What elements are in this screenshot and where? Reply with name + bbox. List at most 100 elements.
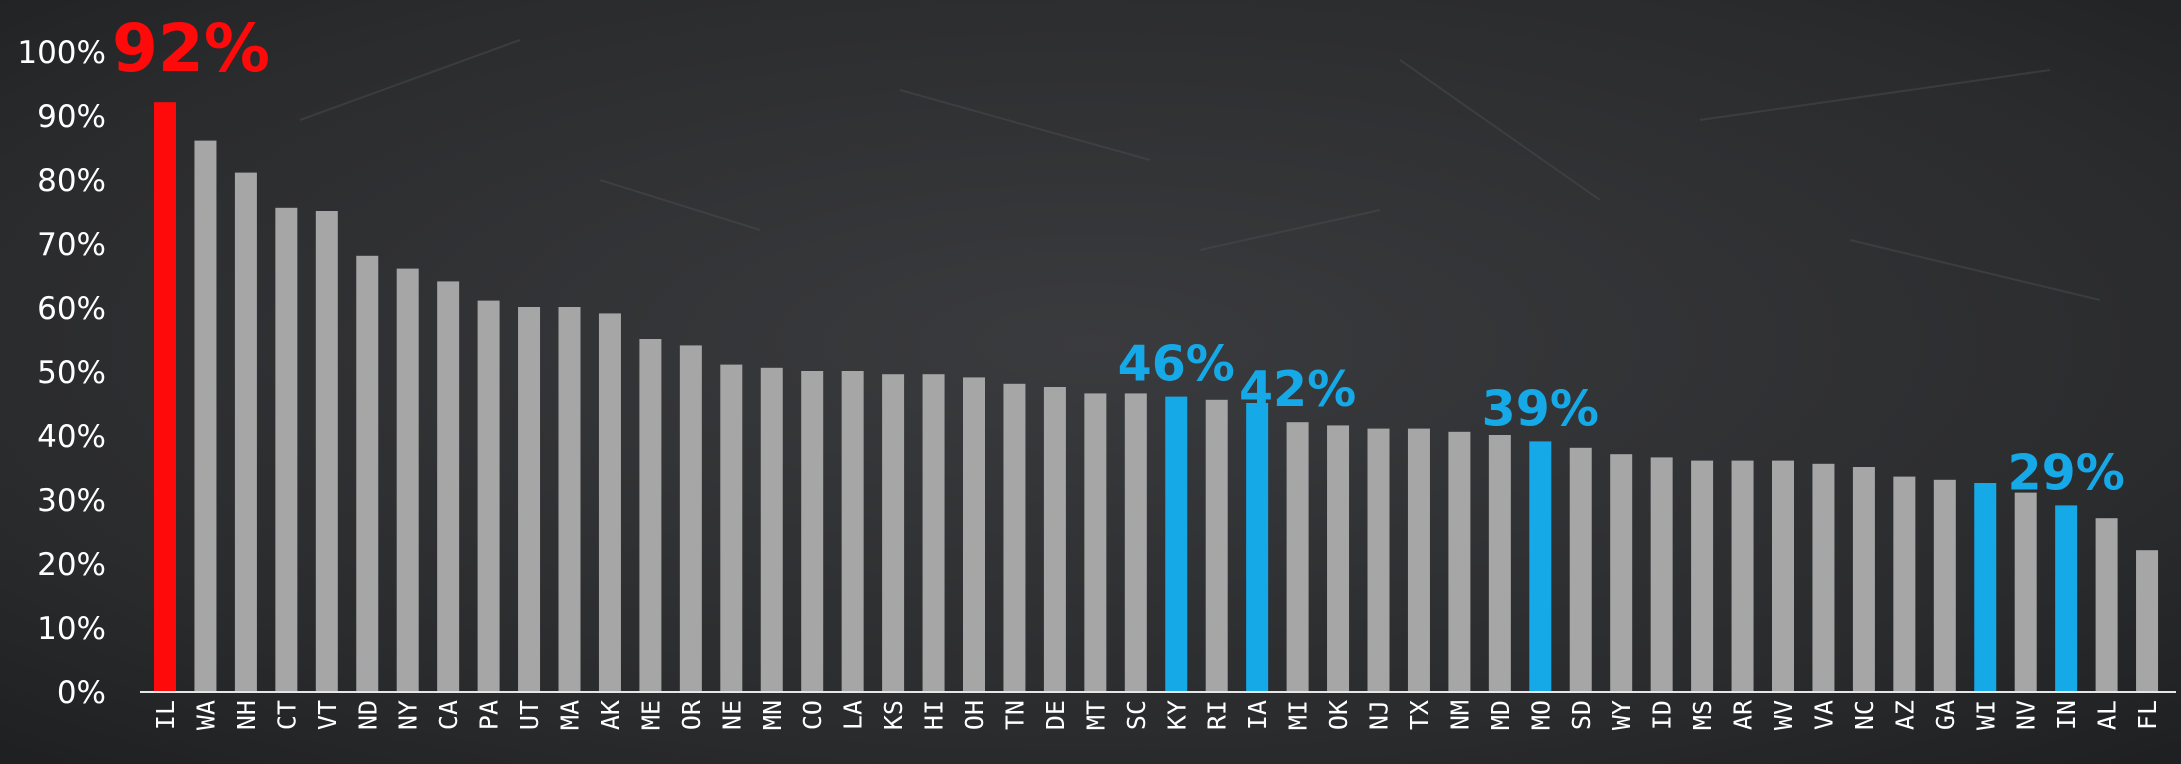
bar-md	[1488, 435, 1511, 691]
chalk-smudges	[299, 39, 2101, 301]
bar-ok	[1327, 425, 1350, 691]
bar-hi	[922, 374, 945, 691]
x-axis-ticks: IL WA NH CT VT ND NY CA PA UT MA AK ME OR NE MN CO LA KS HI…	[151, 699, 2162, 730]
x-tick-label: AR	[1729, 699, 1758, 730]
bar-nm	[1448, 431, 1471, 691]
x-tick-label: WI	[1971, 700, 2000, 730]
bar-nc	[1852, 467, 1875, 691]
bar-ne	[720, 364, 743, 691]
x-tick-label: UT	[515, 700, 544, 730]
x-tick-label: OK	[1324, 700, 1353, 730]
bars	[154, 102, 2159, 692]
x-tick-label: DE	[1041, 700, 1070, 730]
annotation-label: 92%	[112, 10, 270, 87]
x-tick-label: MD	[1486, 700, 1515, 730]
x-tick-label: HI	[920, 700, 949, 730]
bar-tx	[1407, 428, 1430, 691]
x-tick-label: PA	[475, 700, 504, 730]
bar-al	[2095, 518, 2118, 691]
x-tick-label: NY	[394, 700, 423, 730]
bar-mn	[760, 367, 783, 691]
x-tick-label: GA	[1931, 700, 1960, 730]
bar-mo	[1529, 441, 1552, 691]
bar-vt	[315, 211, 338, 691]
bar-la	[841, 371, 864, 691]
x-tick-label: RI	[1203, 700, 1232, 730]
y-tick-label: 70%	[37, 227, 106, 263]
y-tick-label: 80%	[37, 163, 106, 199]
bar-ks	[882, 374, 905, 691]
bar-wv	[1772, 460, 1794, 691]
bar-ar	[1731, 460, 1754, 691]
x-tick-label: NH	[232, 700, 261, 730]
bar-nd	[356, 255, 379, 692]
bar-co	[801, 371, 824, 691]
x-tick-label: IL	[151, 700, 180, 730]
x-tick-label: ID	[1648, 700, 1677, 730]
x-tick-label: IA	[1243, 700, 1272, 730]
bar-in	[2055, 505, 2078, 691]
x-tick-label: MT	[1081, 700, 1110, 730]
x-tick-label: NM	[1445, 700, 1474, 730]
x-tick-label: SC	[1122, 700, 1151, 730]
x-tick-label: CA	[434, 700, 463, 730]
y-tick-label: 100%	[17, 35, 106, 71]
y-tick-label: 0%	[57, 675, 106, 711]
x-tick-label: VT	[313, 700, 342, 730]
x-tick-label: NJ	[1365, 700, 1394, 730]
bar-id	[1650, 457, 1673, 691]
y-tick-label: 20%	[37, 547, 106, 583]
annotation-label: 46%	[1118, 336, 1235, 393]
annotations: 92% 46% 42% 39% 29%	[112, 10, 2125, 501]
annotation-label: 39%	[1482, 380, 1599, 437]
x-tick-label: AK	[596, 700, 625, 730]
bar-de	[1043, 387, 1066, 691]
bar-az	[1893, 476, 1916, 691]
x-tick-label: TX	[1405, 700, 1434, 730]
x-tick-label: NV	[2012, 700, 2041, 730]
annotation-label: 29%	[2008, 444, 2125, 501]
bar-ct	[275, 207, 298, 692]
y-tick-label: 30%	[37, 483, 106, 519]
bar-nh	[234, 172, 257, 692]
x-tick-label: SD	[1567, 700, 1596, 730]
bar-wi	[1974, 483, 1997, 691]
x-tick-label: LA	[839, 700, 868, 730]
y-tick-label: 90%	[37, 99, 106, 135]
bar-ri	[1205, 399, 1228, 691]
x-tick-label: NC	[1850, 700, 1879, 730]
bar-ga	[1933, 479, 1956, 691]
bar-fl	[2136, 550, 2159, 691]
bar-ms	[1691, 460, 1714, 691]
bar-oh	[963, 377, 985, 691]
bar-wa	[194, 140, 217, 692]
bar-sc	[1124, 393, 1147, 691]
x-tick-label: IN	[2052, 700, 2081, 730]
bar-mt	[1084, 393, 1107, 691]
x-tick-label: KS	[879, 700, 908, 730]
bar-nj	[1367, 428, 1390, 691]
x-tick-label: NE	[717, 700, 746, 730]
y-tick-label: 50%	[37, 355, 106, 391]
x-tick-label: OR	[677, 699, 706, 730]
bar-mi	[1286, 422, 1309, 691]
x-tick-label: MN	[758, 700, 787, 730]
y-tick-label: 10%	[37, 611, 106, 647]
x-tick-label: TN	[1000, 700, 1029, 730]
bar-or	[679, 345, 702, 691]
bar-ny	[396, 268, 419, 691]
bar-sd	[1569, 447, 1592, 691]
x-tick-label: WV	[1769, 700, 1798, 730]
y-tick-label: 60%	[37, 291, 106, 327]
y-tick-label: 40%	[37, 419, 106, 455]
x-tick-label: MI	[1284, 700, 1313, 730]
bar-ut	[518, 307, 541, 691]
x-tick-label: ME	[636, 700, 665, 730]
x-tick-label: MA	[556, 700, 585, 730]
bar-tn	[1003, 383, 1026, 691]
x-tick-label: MS	[1688, 700, 1717, 730]
bar-il	[154, 102, 176, 691]
x-tick-label: CT	[272, 700, 301, 730]
